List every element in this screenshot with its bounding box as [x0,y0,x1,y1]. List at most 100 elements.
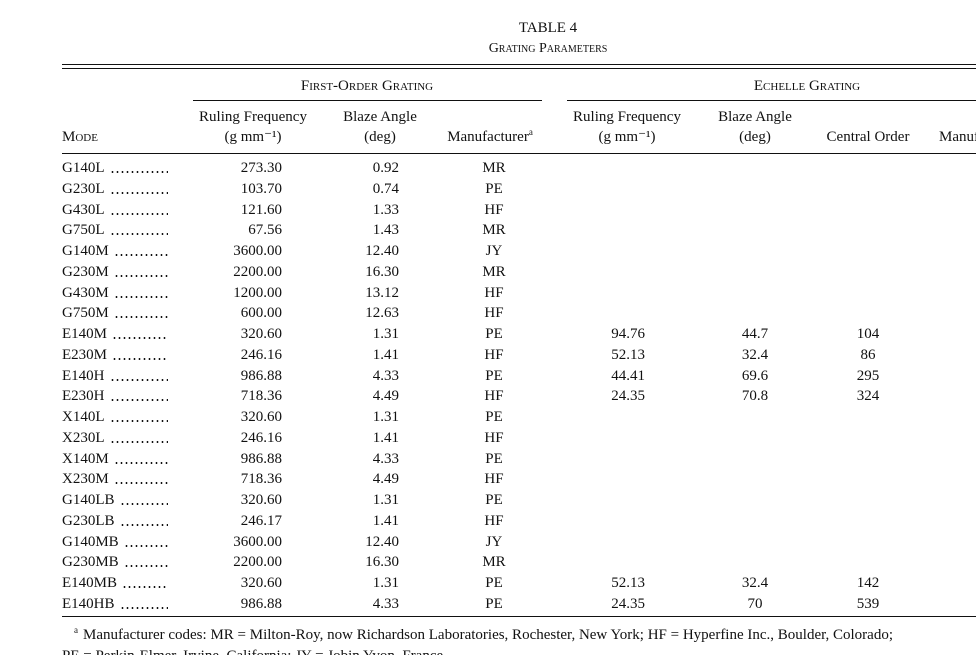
table-cell: JY [485,533,503,550]
bottom-rule [62,616,976,617]
table-cell: 70 [747,595,763,612]
table-cell: 539 [856,595,880,612]
row-label: E140MB [62,575,118,592]
table-cell: HF [484,346,504,363]
table-cell: 1.31 [372,575,399,592]
table-cell: 3600.00 [233,533,282,550]
column-header: Blaze Angle [718,109,792,125]
table-cell: 12.40 [365,243,399,260]
leader-dots [113,461,168,464]
column-header: Ruling Frequency [573,109,681,125]
table-cell: 1.31 [372,492,399,509]
row-label: G140L [62,160,105,176]
table-cell: 986.88 [240,595,282,612]
table-cell: MR [482,263,506,280]
group-header: First-Order Grating [300,78,434,94]
table-cell: 986.88 [240,450,282,467]
column-unit: (deg) [739,129,771,145]
leader-dots [113,274,168,277]
table-cell: 1.31 [372,409,399,426]
table-title: TABLE 4 [518,20,578,36]
table-cell: PE [485,492,503,509]
row-label: G230L [62,180,105,197]
table-cell: 142 [856,575,880,592]
leader-dots [123,544,168,547]
footnote: a Manufacturer codes: MR = Milton-Roy, no… [74,625,894,644]
column-header: Blaze Angle [343,109,417,125]
table-cell: 1.41 [372,512,399,529]
table-cell: PE [485,595,503,612]
table-cell: JY [485,243,503,260]
table-cell: PE [485,180,503,197]
table-cell: 273.30 [240,160,282,176]
table-cell: 67.56 [248,222,282,239]
group-rule [567,100,976,101]
table-cell: 32.4 [741,575,769,592]
table-cell: 12.63 [365,305,399,322]
leader-dots [109,399,168,402]
column-unit: (deg) [364,129,396,145]
column-header: Central Order [826,129,910,145]
table-cell: 718.36 [240,471,282,488]
table-cell: 69.6 [741,367,769,384]
leader-dots [109,420,168,423]
row-label: X140L [62,409,105,426]
table-cell: 0.74 [372,180,399,197]
row-label: G140MB [62,533,119,550]
table-cell: 1.31 [372,326,399,343]
leader-dots [109,440,168,443]
row-label: G430L [62,201,105,218]
row-label: G230MB [62,554,119,571]
row-label: G230M [62,263,109,280]
top-rule [62,64,976,65]
table-cell: 0.92 [372,160,399,176]
table-cell: 4.33 [372,367,399,384]
row-label: E230H [62,388,105,405]
row-label: X230M [62,471,109,488]
footnote: PE = Perkin-Elmer, Irvine, California; J… [62,646,447,655]
table-cell: 44.7 [741,326,769,343]
table-cell: 320.60 [240,575,282,592]
column-header: Ruling Frequency [199,109,307,125]
table-cell: 2200.00 [233,554,282,571]
table-cell: 295 [856,367,880,384]
table-cell: 600.00 [240,305,282,322]
table-cell: 13.12 [365,284,399,301]
table-cell: HF [484,429,504,446]
table-cell: 246.16 [240,429,282,446]
leader-dots [109,191,168,194]
table-cell: PE [485,367,503,384]
table-cell: 3600.00 [233,243,282,260]
table-cell: HF [484,471,504,488]
column-header: Manufacturera [447,127,533,146]
leader-dots [109,212,168,215]
table-cell: PE [485,575,503,592]
table-cell: MR [482,160,506,176]
table-cell: 94.76 [611,326,645,343]
table-cell: 24.35 [611,388,645,405]
table-cell: 1.33 [372,201,399,218]
table-cell: 2200.00 [233,263,282,280]
header-rule [62,153,976,154]
table-cell: 70.8 [741,388,769,405]
row-label: E140HB [62,595,115,612]
table-cell: 16.30 [365,263,399,280]
column-header: Mode [62,129,98,145]
table-cell: 4.49 [372,471,399,488]
row-label: G430M [62,284,109,301]
leader-dots [119,606,168,609]
leader-dots [109,233,168,236]
row-label: E230M [62,346,107,363]
leader-dots [113,316,168,319]
table-cell: 1.41 [372,346,399,363]
table-cell: 718.36 [240,388,282,405]
leader-dots [113,254,168,257]
table-cell: 32.4 [741,346,769,363]
column-unit: (g mm⁻¹) [224,129,282,145]
table-cell: HF [484,388,504,405]
table-cell: 4.49 [372,388,399,405]
column-header: Manufacturer [939,129,976,145]
leader-dots [122,586,168,589]
table-cell: 324 [856,388,880,405]
